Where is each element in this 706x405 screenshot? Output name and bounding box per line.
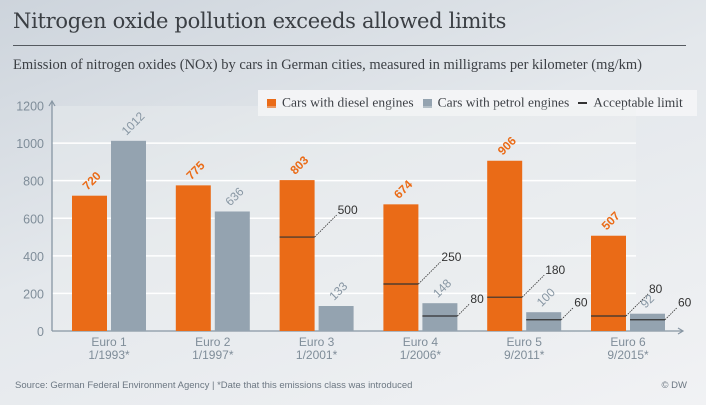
x-tick-date: 1/1997* — [192, 348, 234, 362]
bar-diesel — [72, 195, 107, 331]
y-tick-label: 1000 — [16, 137, 44, 151]
limit-leader-petrol — [560, 307, 574, 321]
limit-label-diesel: 500 — [338, 203, 358, 217]
x-tick-label: Euro 5 — [507, 335, 543, 349]
x-tick-date: 1/1993* — [88, 348, 130, 362]
limit-label-petrol: 60 — [678, 296, 692, 310]
limit-label-diesel: 180 — [545, 263, 565, 277]
bar-diesel — [591, 235, 626, 331]
limit-label-petrol: 80 — [470, 292, 484, 306]
x-tick-date: 9/2011* — [504, 348, 545, 362]
limit-leader-diesel — [625, 293, 649, 317]
x-tick-label: Euro 2 — [195, 335, 231, 349]
x-tick-label: Euro 4 — [403, 335, 439, 349]
y-tick-label: 400 — [23, 250, 44, 264]
legend-swatch-petrol — [422, 98, 432, 108]
limit-leader-diesel — [314, 214, 337, 238]
bar-petrol — [422, 303, 458, 331]
y-tick-label: 800 — [23, 175, 44, 189]
legend: Cars with diesel engines Cars with petro… — [258, 90, 697, 116]
y-tick-label: 0 — [37, 325, 44, 339]
chart-subtitle: Emission of nitrogen oxides (NOx) by car… — [13, 57, 642, 73]
limit-leader-diesel — [418, 261, 441, 285]
legend-label-limit: Acceptable limit — [593, 95, 683, 110]
legend-label-petrol: Cars with petrol engines — [437, 95, 570, 110]
x-axis-arrow-icon — [677, 327, 685, 335]
bar-petrol — [526, 312, 562, 331]
limit-label-diesel: 250 — [441, 250, 461, 264]
x-tick-date: 1/2001* — [296, 348, 338, 362]
bar-diesel — [279, 180, 315, 331]
bar-petrol — [111, 140, 146, 331]
legend-item-diesel: Cars with diesel engines — [267, 95, 414, 111]
copyright: © DW — [661, 380, 687, 391]
title-rule — [13, 45, 686, 46]
bar-diesel — [175, 185, 211, 331]
bar-petrol — [318, 306, 354, 331]
bar-diesel — [487, 160, 523, 331]
bar-diesel — [383, 204, 419, 331]
legend-item-limit: Acceptable limit — [578, 95, 683, 111]
y-tick-label: 600 — [23, 212, 44, 226]
y-tick-label: 200 — [23, 287, 44, 301]
x-tick-label: Euro 1 — [91, 335, 127, 349]
limit-label-petrol: 60 — [574, 296, 588, 310]
limit-leader-petrol — [457, 303, 470, 317]
bar-petrol — [214, 211, 250, 331]
y-tick-label: 1200 — [16, 100, 44, 114]
legend-swatch-diesel — [267, 98, 276, 108]
x-tick-label: Euro 6 — [610, 335, 646, 349]
x-tick-date: 9/2015* — [607, 348, 649, 362]
x-tick-date: 1/2006* — [400, 348, 442, 362]
limit-leader-diesel — [521, 274, 545, 298]
y-axis-arrow-icon — [48, 99, 56, 107]
source-note: Source: German Federal Environment Agenc… — [15, 380, 413, 391]
limit-leader-petrol — [664, 307, 678, 321]
legend-item-petrol: Cars with petrol engines — [422, 95, 570, 111]
chart-title: Nitrogen oxide pollution exceeds allowed… — [13, 9, 507, 33]
x-tick-label: Euro 3 — [299, 335, 335, 349]
legend-label-diesel: Cars with diesel engines — [282, 95, 414, 110]
legend-line-limit — [578, 102, 588, 104]
limit-label-diesel: 80 — [649, 282, 663, 296]
bar-petrol — [630, 313, 665, 331]
